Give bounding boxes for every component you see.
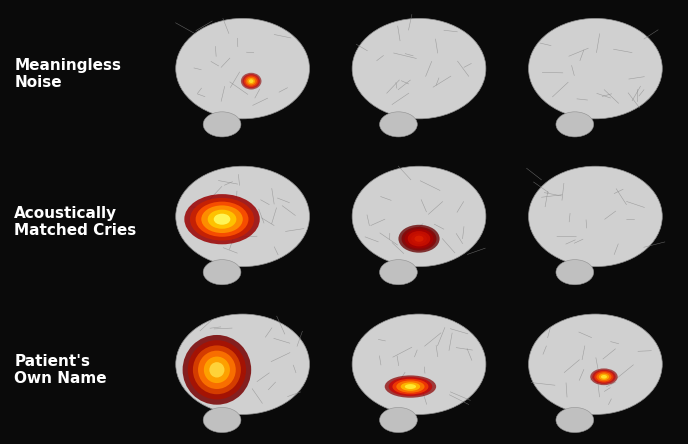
Ellipse shape [352, 18, 486, 119]
Ellipse shape [246, 76, 257, 86]
Ellipse shape [175, 18, 310, 119]
Ellipse shape [528, 314, 663, 414]
Ellipse shape [528, 166, 663, 267]
Ellipse shape [402, 227, 436, 250]
Ellipse shape [190, 198, 254, 241]
Ellipse shape [556, 408, 594, 432]
Ellipse shape [590, 369, 618, 385]
Ellipse shape [244, 75, 259, 87]
Ellipse shape [405, 384, 416, 389]
Ellipse shape [411, 234, 427, 244]
Ellipse shape [208, 210, 237, 229]
Ellipse shape [392, 379, 429, 394]
Ellipse shape [193, 345, 241, 394]
Ellipse shape [556, 112, 594, 137]
Ellipse shape [380, 408, 418, 432]
Ellipse shape [380, 112, 418, 137]
Ellipse shape [195, 202, 248, 237]
Ellipse shape [556, 260, 594, 285]
Ellipse shape [414, 236, 424, 242]
Ellipse shape [592, 370, 616, 384]
Ellipse shape [203, 260, 241, 285]
Ellipse shape [202, 206, 243, 233]
Ellipse shape [214, 214, 230, 225]
Text: Acoustically
Matched Cries: Acoustically Matched Cries [14, 206, 136, 238]
Ellipse shape [405, 229, 433, 249]
Ellipse shape [241, 73, 261, 90]
Ellipse shape [400, 382, 420, 391]
Ellipse shape [198, 351, 236, 389]
Ellipse shape [352, 314, 486, 414]
Ellipse shape [352, 166, 486, 267]
Ellipse shape [596, 372, 612, 381]
Ellipse shape [209, 362, 224, 377]
Ellipse shape [380, 260, 418, 285]
Ellipse shape [184, 194, 260, 244]
Ellipse shape [182, 335, 251, 404]
Ellipse shape [249, 79, 253, 83]
Text: Meaningless
Noise: Meaningless Noise [14, 58, 121, 91]
Ellipse shape [204, 357, 230, 383]
Ellipse shape [599, 373, 609, 380]
Ellipse shape [188, 340, 246, 400]
Ellipse shape [398, 225, 440, 253]
Ellipse shape [601, 375, 607, 379]
Ellipse shape [396, 381, 424, 392]
Ellipse shape [408, 231, 430, 246]
Ellipse shape [203, 408, 241, 432]
Ellipse shape [389, 377, 432, 396]
Ellipse shape [203, 112, 241, 137]
Ellipse shape [385, 376, 436, 398]
Ellipse shape [247, 78, 255, 84]
Text: Patient's
Own Name: Patient's Own Name [14, 353, 107, 386]
Ellipse shape [594, 371, 614, 383]
Ellipse shape [242, 74, 260, 88]
Ellipse shape [175, 314, 310, 414]
Ellipse shape [528, 18, 663, 119]
Ellipse shape [175, 166, 310, 267]
